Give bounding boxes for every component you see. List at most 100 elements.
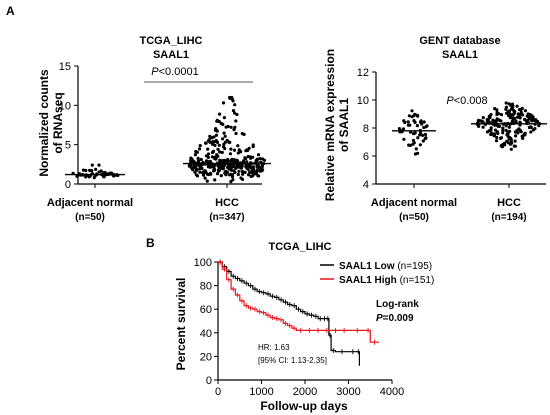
data-point bbox=[215, 153, 219, 157]
gent-scatter-pvalue: P<0.008 bbox=[446, 95, 487, 107]
data-point bbox=[244, 157, 248, 161]
data-point bbox=[260, 164, 264, 168]
data-point bbox=[205, 179, 209, 183]
y-tick-label: 15 bbox=[59, 61, 71, 73]
data-point bbox=[504, 124, 508, 128]
data-point bbox=[241, 172, 245, 176]
data-point bbox=[198, 170, 202, 174]
tcga-scatter-title: TCGA_LIHC bbox=[140, 35, 203, 47]
gent-scatter-chart: GENT database SAAL1 Relative mRNA expres… bbox=[323, 35, 547, 223]
data-point bbox=[495, 135, 499, 140]
data-point bbox=[519, 110, 523, 114]
data-point bbox=[210, 150, 215, 155]
gent-scatter-ylabel-2: of SAAL1 bbox=[337, 98, 351, 152]
gent-group-n-hcc: (n=194) bbox=[491, 212, 526, 223]
data-point bbox=[244, 164, 248, 168]
data-point bbox=[520, 135, 525, 139]
data-point bbox=[513, 116, 517, 121]
data-point bbox=[225, 170, 229, 174]
data-point bbox=[90, 169, 94, 173]
y-tick-label: 0 bbox=[65, 179, 71, 191]
data-point bbox=[512, 111, 516, 116]
data-point bbox=[234, 131, 238, 136]
data-point bbox=[508, 142, 512, 146]
data-point bbox=[221, 167, 225, 171]
data-point bbox=[424, 136, 428, 140]
data-point bbox=[228, 95, 232, 100]
data-point bbox=[397, 127, 401, 131]
tcga-scatter-pvalue: P<0.0001 bbox=[151, 66, 198, 78]
data-point bbox=[231, 178, 235, 182]
data-point bbox=[206, 147, 210, 151]
data-point bbox=[228, 173, 232, 177]
data-point bbox=[214, 127, 218, 131]
data-point bbox=[422, 120, 426, 124]
data-point bbox=[489, 128, 493, 132]
tcga-scatter-subtitle: SAAL1 bbox=[153, 49, 189, 61]
y-tick-label: 20 bbox=[200, 351, 212, 363]
data-point bbox=[246, 154, 250, 159]
data-point bbox=[212, 135, 216, 139]
data-point bbox=[523, 132, 527, 136]
gent-group-name-hcc: HCC bbox=[497, 197, 521, 209]
data-point bbox=[256, 153, 261, 157]
data-point bbox=[217, 143, 221, 147]
data-point bbox=[229, 180, 233, 184]
data-point bbox=[523, 109, 528, 113]
data-point bbox=[240, 177, 245, 181]
data-point bbox=[189, 156, 193, 160]
data-point bbox=[512, 144, 516, 148]
data-point bbox=[419, 131, 423, 135]
y-tick-label: 5 bbox=[65, 140, 71, 152]
data-point bbox=[521, 113, 525, 117]
data-point bbox=[218, 112, 222, 116]
data-point bbox=[90, 163, 94, 167]
tcga-group-name-normal: Adjacent normal bbox=[47, 197, 133, 209]
legend-label-high: SAAL1 High (n=151) bbox=[339, 275, 434, 286]
data-point bbox=[419, 119, 423, 123]
data-point bbox=[243, 170, 247, 174]
data-point bbox=[237, 169, 241, 173]
data-point bbox=[410, 109, 414, 113]
data-point bbox=[408, 143, 412, 147]
data-point bbox=[494, 139, 499, 143]
data-point bbox=[239, 150, 243, 154]
data-point bbox=[251, 145, 255, 149]
data-point bbox=[421, 133, 425, 137]
km-plot-xlabel: Follow-up days bbox=[260, 399, 348, 413]
data-point bbox=[518, 129, 523, 133]
data-point bbox=[97, 163, 101, 167]
data-point bbox=[252, 169, 256, 173]
data-point bbox=[516, 131, 520, 135]
data-point bbox=[232, 148, 237, 152]
data-point bbox=[533, 127, 537, 131]
data-point bbox=[501, 126, 505, 130]
data-point bbox=[496, 131, 500, 135]
data-point bbox=[513, 139, 517, 143]
data-point bbox=[204, 159, 208, 163]
survival-curve-high bbox=[218, 261, 379, 343]
data-point bbox=[418, 143, 422, 147]
legend-label-low: SAAL1 Low (n=195) bbox=[339, 261, 432, 272]
x-tick-label: 4000 bbox=[380, 386, 404, 398]
data-point bbox=[485, 130, 490, 134]
data-point bbox=[516, 112, 520, 116]
data-point bbox=[221, 145, 226, 149]
km-logrank-p: P=0.009 bbox=[376, 313, 414, 324]
data-point bbox=[480, 119, 484, 124]
data-point bbox=[509, 138, 513, 142]
data-point bbox=[212, 164, 216, 168]
y-tick-label: 12 bbox=[357, 67, 369, 79]
data-point bbox=[517, 108, 522, 112]
data-point bbox=[102, 175, 106, 179]
data-point bbox=[514, 134, 518, 138]
data-point bbox=[477, 118, 481, 122]
data-point bbox=[411, 138, 415, 143]
data-point bbox=[413, 152, 418, 156]
data-point bbox=[493, 132, 497, 136]
data-point bbox=[412, 119, 416, 123]
data-point bbox=[219, 174, 223, 178]
data-point bbox=[221, 101, 226, 105]
data-point bbox=[84, 168, 88, 173]
